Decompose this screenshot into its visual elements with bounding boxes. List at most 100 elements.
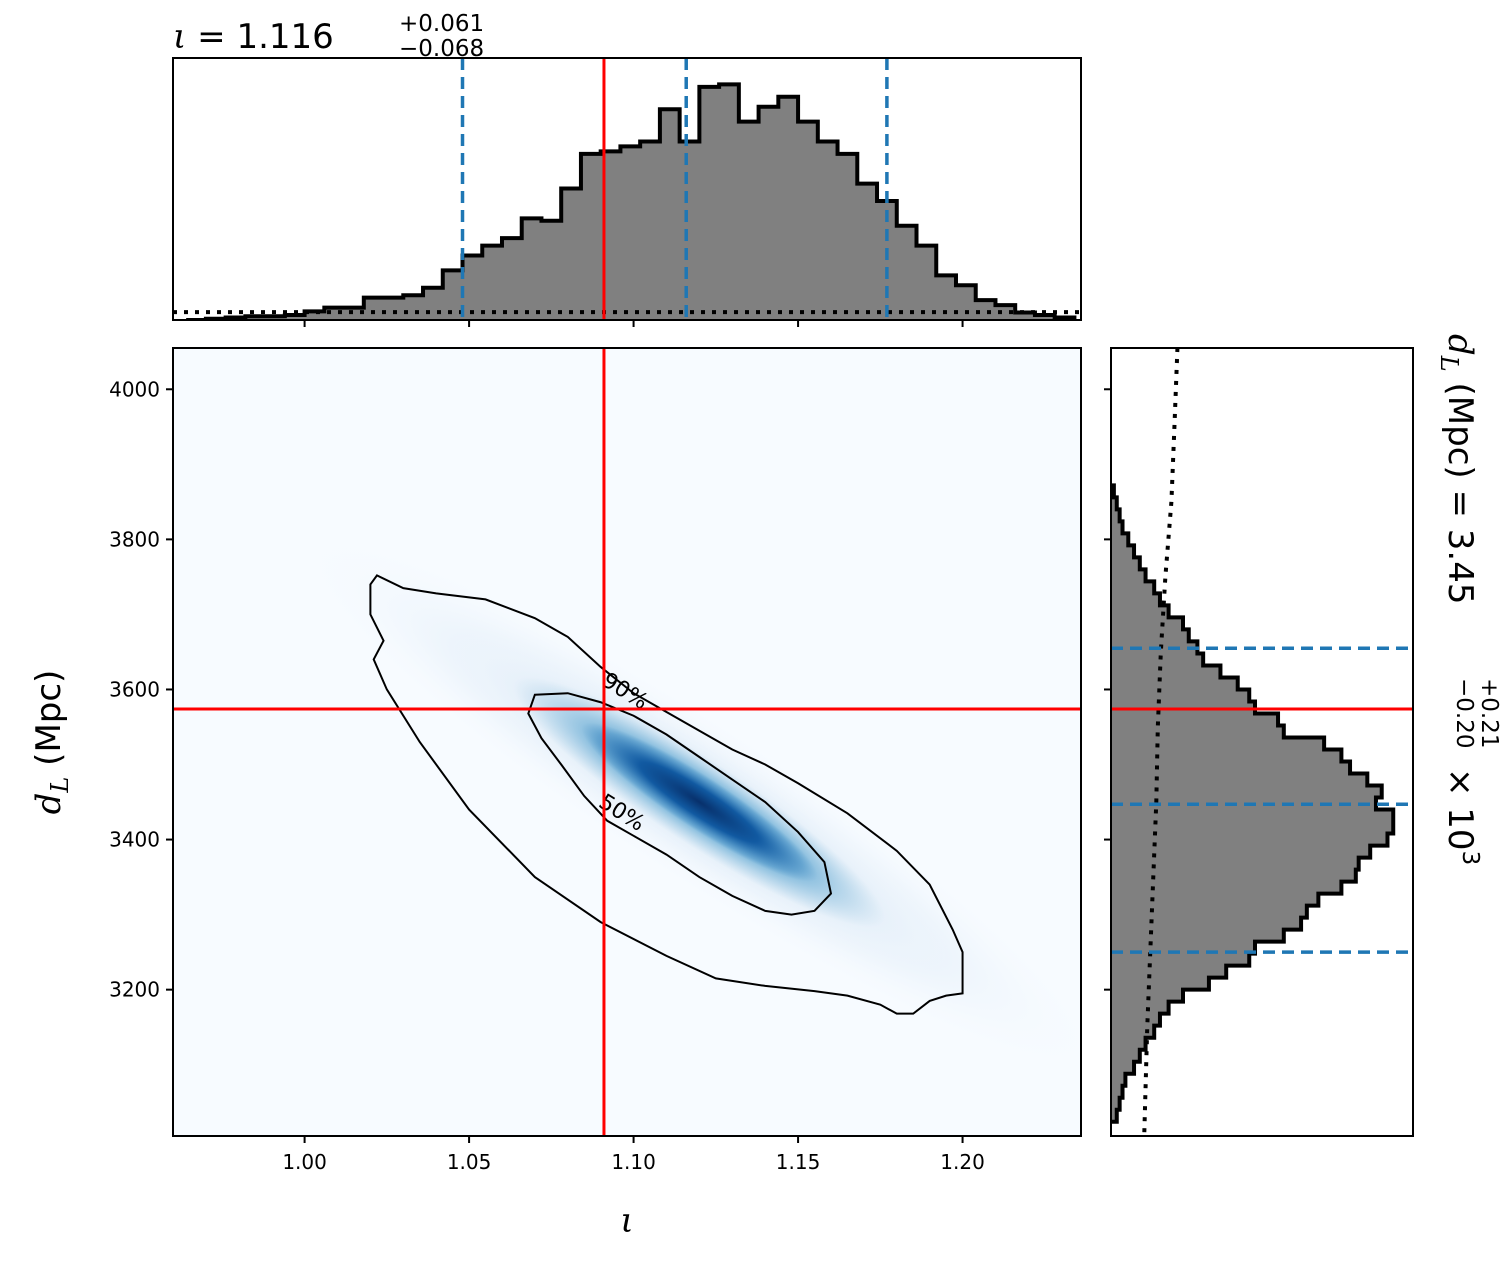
- y-tick-label: 3200: [109, 978, 160, 1002]
- iota-histogram-bar: [423, 287, 444, 320]
- dl-histogram-bar: [1111, 869, 1356, 883]
- iota-histogram-bar: [363, 297, 385, 320]
- dl-histogram-bar: [1111, 725, 1284, 738]
- dl-histogram-bar: [1111, 905, 1307, 919]
- iota-histogram-bar: [738, 121, 760, 320]
- iota-title-minus: −0.068: [399, 36, 484, 62]
- top-panel-x-ticks: [303, 320, 964, 327]
- dl-histogram-bar: [1111, 533, 1129, 546]
- joint-x-ticks: 1.00 1.05 1.10 1.15 1.20: [282, 1136, 985, 1174]
- y-axis-label-unit: (Mpc): [29, 670, 69, 777]
- dl-histogram-bar: [1111, 1049, 1140, 1063]
- x-tick-label: 1.05: [447, 1150, 492, 1174]
- iota-histogram: [186, 82, 1077, 320]
- dl-summary-minus: −0.20: [1451, 678, 1477, 748]
- y-axis-label: dL (Mpc): [29, 670, 74, 815]
- dl-summary-value: (Mpc) = 3.45: [1440, 372, 1480, 605]
- iota-histogram-bar: [541, 220, 562, 320]
- right-panel-frame: [1110, 347, 1414, 1137]
- dl-histogram-bar: [1111, 713, 1279, 726]
- iota-histogram-bar: [561, 188, 582, 320]
- iota-histogram-bar: [679, 141, 700, 320]
- dl-histogram-bar: [1111, 857, 1359, 871]
- iota-histogram-bar: [1034, 315, 1056, 320]
- dl-summary-times: × 103: [1440, 768, 1483, 865]
- contour-90-line: [369, 574, 964, 1015]
- iota-histogram-bar: [580, 153, 602, 320]
- dl-histogram-bar: [1111, 845, 1371, 859]
- dl-histogram-bar: [1111, 629, 1189, 642]
- iota-histogram-bar: [640, 141, 661, 320]
- dl-summary-symbol: d: [1440, 334, 1480, 356]
- y-axis-label-symbol: d: [29, 793, 69, 815]
- dl-quantile-lines: [1111, 646, 1413, 954]
- right-marginal-panel: dL (Mpc) = 3.45 +0.21 −0.20 × 103: [1104, 334, 1502, 1137]
- contour-50-line: [527, 692, 833, 916]
- iota-histogram-bar: [817, 141, 839, 320]
- y-axis-label-subscript: L: [46, 777, 74, 794]
- iota-title: ι = 1.116: [173, 17, 334, 57]
- x-tick-label: 1.20: [940, 1150, 985, 1174]
- dl-histogram-bar: [1111, 989, 1183, 1003]
- joint-density-panel: 50%90% 1.00 1.05 1.10 1.15 1.20 320034003600…: [29, 347, 1082, 1241]
- iota-histogram-bar: [482, 245, 503, 320]
- iota-histogram-bar: [877, 200, 898, 320]
- dl-histogram-bar: [1111, 797, 1376, 811]
- dl-histogram-bar: [1111, 581, 1155, 594]
- y-tick-label: 3600: [109, 677, 160, 701]
- dl-histogram-bar: [1111, 617, 1183, 630]
- dl-summary-subscript: L: [1435, 355, 1463, 372]
- dl-histogram-bar: [1111, 1061, 1135, 1075]
- dl-histogram-bar: [1111, 833, 1388, 847]
- dl-histogram-outline: [1111, 483, 1396, 1124]
- iota-title-plus: +0.061: [399, 11, 484, 37]
- iota-histogram-bar: [1015, 312, 1036, 320]
- dl-summary-label: dL (Mpc) = 3.45: [1435, 334, 1480, 604]
- iota-histogram-bar: [699, 86, 720, 320]
- joint-y-ticks: 3200 3400 3600 3800 4000: [109, 377, 173, 1002]
- iota-histogram-bar: [955, 285, 977, 320]
- dl-histogram-bar: [1111, 677, 1238, 690]
- dl-histogram-bar: [1111, 1097, 1120, 1111]
- iota-histogram-bar: [442, 270, 464, 320]
- dl-summary-tail: × 10: [1440, 768, 1480, 851]
- iota-histogram-bar: [462, 255, 483, 320]
- dl-histogram-bar: [1111, 953, 1250, 967]
- dl-histogram-bar: [1111, 653, 1204, 666]
- iota-histogram-bar: [383, 297, 404, 320]
- x-tick-label: 1.15: [776, 1150, 821, 1174]
- dl-histogram-bar: [1111, 1085, 1123, 1099]
- joint-truth-lines: [173, 348, 1081, 1136]
- dl-histogram-bar: [1111, 665, 1221, 678]
- dl-histogram-bar: [1111, 941, 1255, 955]
- joint-density-heatmap: [294, 531, 1081, 1073]
- dl-histogram-bar: [1111, 929, 1284, 943]
- dl-histogram-bar: [1111, 605, 1169, 618]
- x-tick-label: 1.00: [282, 1150, 327, 1174]
- iota-histogram-bar: [936, 275, 957, 320]
- iota-histogram-bar: [916, 245, 937, 320]
- iota-histogram-bar: [600, 151, 621, 320]
- dl-histogram-bar: [1111, 1109, 1117, 1123]
- dl-histogram-bar: [1111, 737, 1325, 751]
- iota-title-value: = 1.116: [186, 17, 333, 57]
- y-tick-label: 4000: [109, 377, 160, 401]
- iota-histogram-bar: [778, 96, 799, 320]
- iota-histogram-bar: [659, 109, 681, 320]
- dl-summary-plus: +0.21: [1476, 678, 1502, 748]
- dl-histogram-bar: [1111, 545, 1135, 558]
- dl-histogram-bar: [1111, 749, 1342, 763]
- dl-histogram-bar: [1111, 761, 1351, 775]
- dl-histogram-bar: [1111, 497, 1117, 510]
- iota-histogram-bar: [798, 121, 819, 320]
- iota-histogram-bar: [304, 311, 325, 320]
- dl-histogram-bar: [1111, 557, 1140, 570]
- dl-histogram-bar: [1111, 773, 1368, 787]
- dl-histogram-bar: [1111, 509, 1120, 522]
- iota-histogram-bar: [501, 238, 523, 320]
- dl-histogram-bar: [1111, 785, 1382, 799]
- dl-histogram-bar: [1111, 689, 1250, 702]
- iota-histogram-bar: [837, 153, 858, 320]
- density-core: [581, 722, 818, 882]
- dl-histogram-bar: [1111, 821, 1394, 835]
